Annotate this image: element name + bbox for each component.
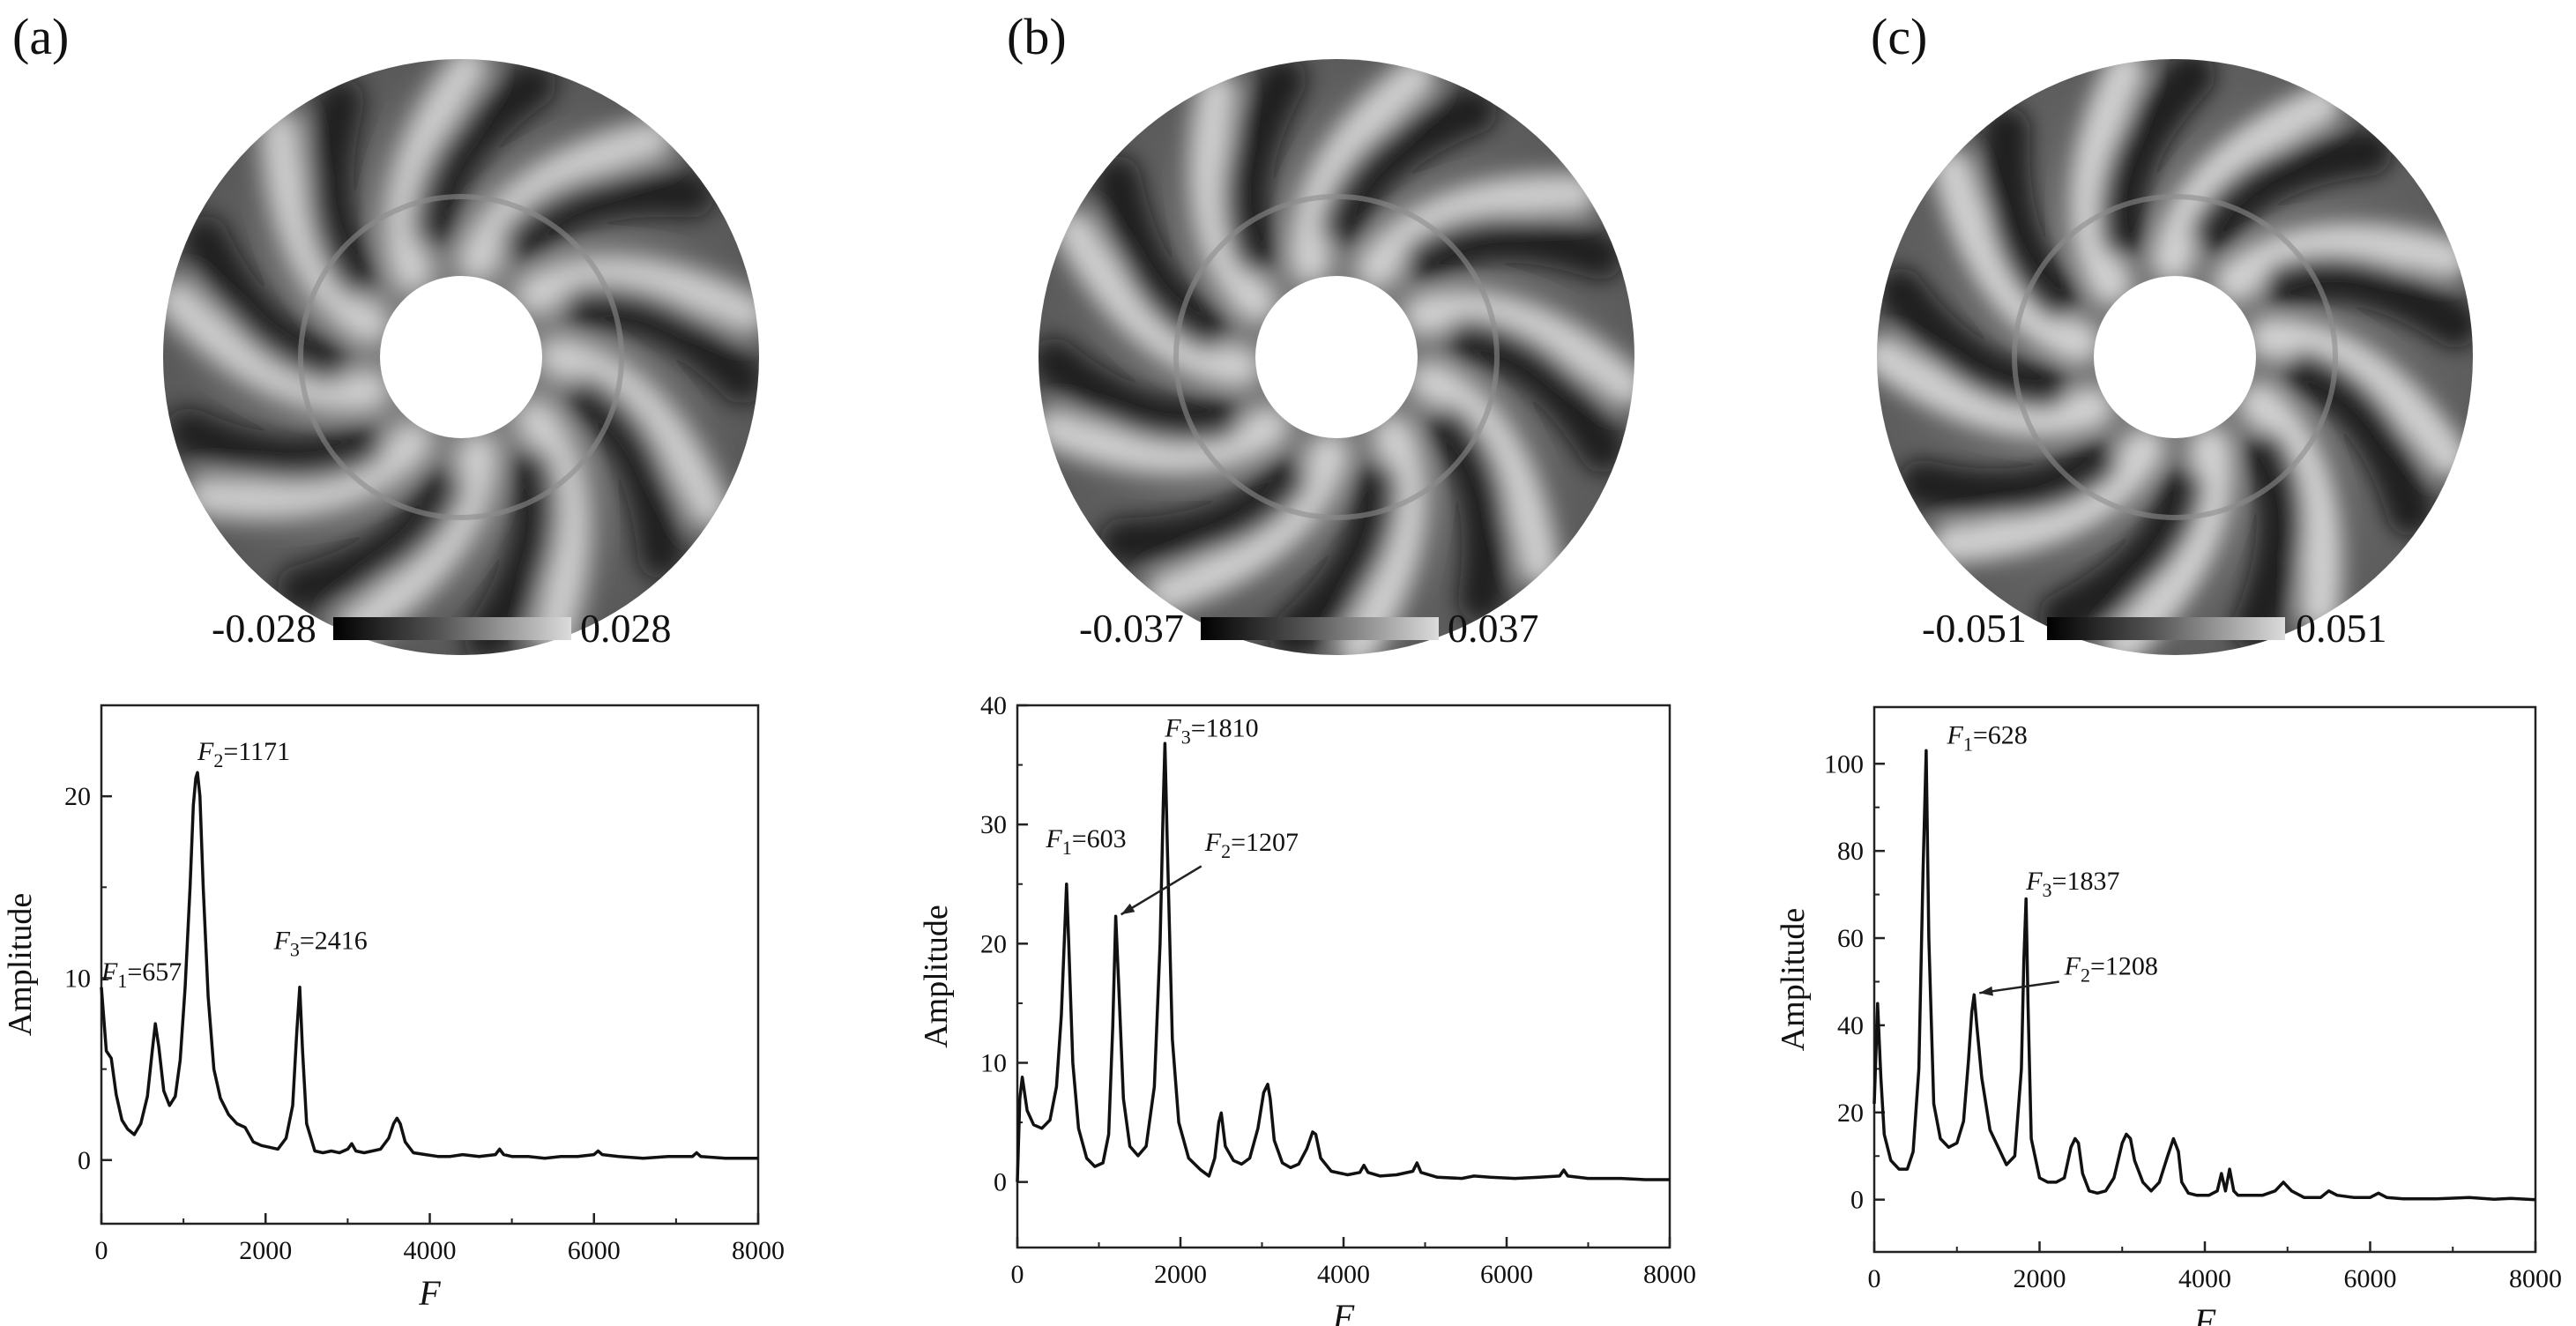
- y-tick-label: 60: [1837, 924, 1864, 953]
- pressure-contour-b: [1032, 53, 1641, 661]
- peak-annotation: F3=1810: [1164, 713, 1258, 748]
- y-tick-label: 80: [1837, 837, 1864, 866]
- annotation-arrowhead: [1120, 903, 1135, 915]
- pressure-contour-c: [1871, 53, 2479, 661]
- x-tick-label: 8000: [732, 1236, 785, 1265]
- peak-annotation: F2=1207: [1204, 828, 1299, 862]
- spectrum-chart-b: 0 2000 4000 6000 8000 0 10 20 30 40 F Amplitude F1=6…: [918, 691, 1696, 1326]
- colorbar-min-b: -0.037: [1079, 606, 1184, 651]
- peak-annotation: F2=1208: [2064, 951, 2158, 986]
- blade-streaks-c: [1871, 53, 2479, 661]
- y-tick-label: 40: [980, 691, 1007, 720]
- annotation-arrow: [1979, 980, 2059, 994]
- y-tick-label: 20: [64, 782, 91, 811]
- pressure-contour-a: [157, 53, 765, 661]
- x-tick-label: 8000: [2509, 1264, 2562, 1293]
- blade-streaks-b: [1032, 56, 1641, 661]
- x-tick-label: 4000: [2178, 1264, 2231, 1293]
- x-tick-label: 2000: [1154, 1260, 1207, 1289]
- colorbar-a: -0.028 0.028: [212, 605, 723, 658]
- spectrum-line: [1016, 741, 1670, 1182]
- y-axis-label: Amplitude: [918, 905, 955, 1048]
- y-tick-label: 10: [64, 964, 91, 993]
- x-tick-label: 2000: [239, 1236, 292, 1265]
- x-tick-label: 6000: [2344, 1264, 2397, 1293]
- panel-b: (b) -0.037 0.037 0 2000 4000 6000 8000 0 10 20 3…: [859, 0, 1717, 1326]
- colorbar-gradient-c: [2047, 617, 2285, 640]
- x-tick-label: 4000: [1317, 1260, 1370, 1289]
- x-tick-label: 0: [1011, 1260, 1024, 1289]
- x-axis-label: F: [1332, 1297, 1355, 1326]
- peak-annotation: F1=657: [101, 957, 182, 992]
- y-tick-label: 0: [994, 1168, 1007, 1197]
- peak-annotation: F1=628: [1947, 720, 2028, 755]
- panel-c: (c) -0.051 0.051 0 2000 4000 6000 8000 0 20 40 6…: [1717, 0, 2576, 1326]
- annotation-arrowhead: [1979, 986, 1993, 996]
- y-axis-label: Amplitude: [1775, 908, 1812, 1052]
- x-tick-label: 4000: [404, 1236, 457, 1265]
- peak-annotation: F2=1171: [197, 737, 290, 771]
- x-tick-label: 6000: [1480, 1260, 1533, 1289]
- x-tick-label: 0: [95, 1236, 108, 1265]
- y-tick-label: 20: [1837, 1099, 1864, 1128]
- peak-annotation: F3=2416: [273, 927, 368, 961]
- peak-annotation: F1=603: [1045, 824, 1126, 859]
- y-axis-label: Amplitude: [2, 893, 39, 1037]
- x-tick-label: 2000: [2014, 1264, 2066, 1293]
- colorbar-min-c: -0.051: [1922, 606, 2027, 651]
- plot-frame: [1872, 705, 2537, 1254]
- y-tick-label: 30: [980, 810, 1007, 839]
- y-tick-label: 40: [1837, 1011, 1864, 1040]
- peak-annotation: F3=1837: [2025, 867, 2119, 901]
- y-tick-label: 20: [980, 929, 1007, 958]
- colorbar-b: -0.037 0.037: [1079, 605, 1590, 658]
- panel-label-a: (a): [12, 8, 70, 65]
- colorbar-max-a: 0.028: [580, 606, 672, 651]
- x-tick-label: 8000: [1643, 1260, 1696, 1289]
- spectrum-line: [1872, 749, 2536, 1202]
- spectrum-chart-c: 0 2000 4000 6000 8000 0 20 40 60 80 100 F Amplitude F…: [1775, 705, 2562, 1326]
- colorbar-gradient-a: [333, 617, 571, 640]
- panel-a: (a) -0.028 0.028 0 2000 4000 6000 8000 0 10 20 F…: [0, 0, 859, 1326]
- annotation-arrow: [1120, 865, 1202, 916]
- spectrum-line: [100, 771, 758, 1160]
- x-tick-label: 0: [1868, 1264, 1881, 1293]
- y-tick-label: 100: [1824, 749, 1864, 778]
- x-axis-label: F: [2193, 1301, 2216, 1326]
- colorbar-min-a: -0.028: [212, 606, 316, 651]
- colorbar-gradient-b: [1201, 617, 1439, 640]
- y-tick-label: 10: [980, 1048, 1007, 1077]
- spectrum-chart-a: 0 2000 4000 6000 8000 0 10 20 F Amplitude F1=657 F2…: [2, 704, 785, 1313]
- blade-streaks-a: [157, 53, 765, 661]
- colorbar-c: -0.051 0.051: [1922, 605, 2451, 658]
- colorbar-max-c: 0.051: [2296, 606, 2387, 651]
- y-tick-label: 0: [1850, 1186, 1864, 1215]
- x-axis-label: F: [418, 1273, 441, 1313]
- colorbar-max-b: 0.037: [1448, 606, 1539, 651]
- x-tick-label: 6000: [568, 1236, 621, 1265]
- y-tick-label: 0: [78, 1146, 91, 1175]
